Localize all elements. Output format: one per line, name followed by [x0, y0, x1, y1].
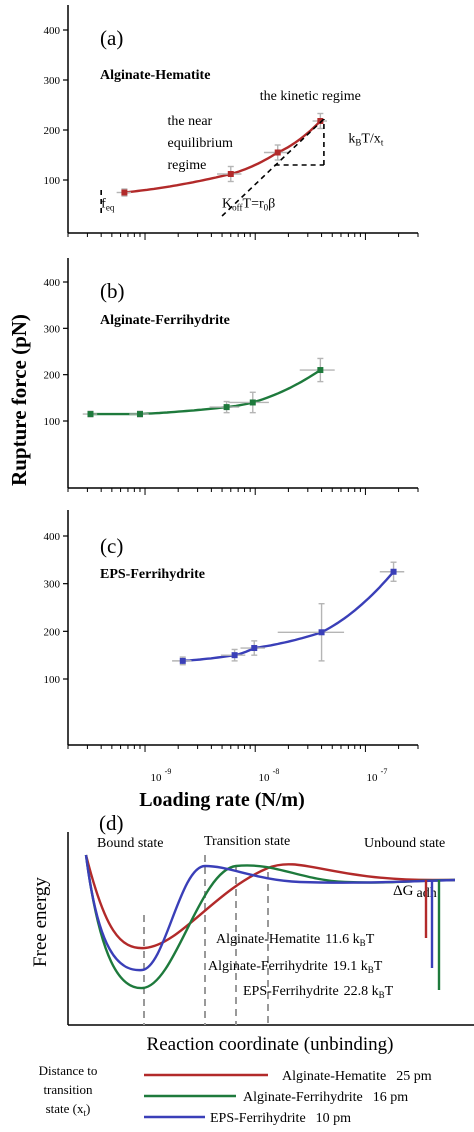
fit-curve	[90, 369, 322, 416]
panel-c-marks: 100 200 300 400	[44, 510, 419, 752]
distance-label-line2: transition	[43, 1082, 93, 1097]
data-point	[390, 568, 397, 575]
y-axis-label: Rupture force (pN)	[7, 314, 31, 486]
data-point	[317, 367, 324, 374]
panel-a-annotations: the near equilibrium regime the kinetic reg…	[100, 89, 384, 217]
y-tick-label: 200	[44, 626, 61, 638]
x-tick-exponent: -8	[273, 767, 280, 776]
panel-a-title: Alginate-Hematite	[100, 68, 210, 83]
fit-curve	[182, 570, 395, 663]
data-point	[317, 118, 324, 124]
panel-c: (c) EPS-Ferrihydrite 100 200 300 400	[44, 510, 419, 752]
delta-g-label: ΔGadh	[393, 883, 437, 901]
y-tick-label: 300	[44, 579, 61, 591]
data-point	[274, 149, 281, 156]
panel-b-title: Alginate-Ferrihydrite	[100, 313, 230, 328]
panel-d-label: (d)	[99, 811, 124, 835]
energy-label-hematite: Alginate-Hematite 11.6 kBT	[216, 932, 375, 948]
data-point	[223, 404, 230, 411]
panel-b-label: (b)	[100, 279, 125, 303]
state-label-bound: Bound state	[97, 836, 164, 851]
annotation: equilibrium	[168, 136, 233, 151]
y-tick-label: 300	[44, 75, 61, 87]
state-label-unbound: Unbound state	[364, 836, 445, 851]
energy-curve-eps	[84, 854, 456, 972]
y-tick-label: 100	[44, 416, 61, 428]
x-tick-label: 10	[151, 772, 163, 784]
data-point	[251, 645, 258, 652]
panel-a: (a) Alginate-Hematite 100 200 300 400 the n…	[44, 5, 419, 240]
distance-label-ferrihydrite: Alginate-Ferrihydrite 16 pm	[243, 1090, 408, 1105]
y-tick-label: 400	[44, 25, 61, 37]
annotation: the near	[168, 114, 213, 129]
distance-label-hematite: Alginate-Hematite 25 pm	[282, 1069, 432, 1084]
data-point	[227, 171, 234, 177]
panel-d-y-label: Free energy	[30, 877, 51, 967]
x-tick-label: 10	[367, 772, 379, 784]
x-axis-label: Loading rate (N/m)	[139, 789, 305, 811]
panel-a-label: (a)	[100, 26, 123, 50]
data-point	[121, 189, 128, 196]
panel-d-x-label: Reaction coordinate (unbinding)	[147, 1034, 394, 1055]
fit-curve	[124, 120, 322, 194]
distance-label-line1: Distance to	[39, 1063, 98, 1078]
panel-b-marks: 100 200 300 400	[44, 258, 419, 495]
panel-c-label: (c)	[100, 534, 123, 558]
panel-a-marks: 100 200 300 400	[44, 5, 419, 240]
data-point	[249, 399, 256, 406]
panel-b: (b) Alginate-Ferrihydrite 100 200 300 400	[44, 258, 419, 495]
y-tick-label: 400	[44, 531, 61, 543]
x-tick-exponent: -7	[381, 767, 388, 776]
annotation: the kinetic regime	[260, 89, 361, 104]
data-point	[136, 411, 143, 418]
energy-curve-hematite	[84, 854, 455, 950]
annotation: kBT/xt	[348, 132, 383, 148]
annotation: KoffT=r0β	[222, 197, 275, 213]
state-label-transition: Transition state	[204, 834, 290, 849]
energy-label-eps: EPS-Ferrihydrite 22.8 kBT	[243, 984, 394, 1000]
distance-label-eps: EPS-Ferrihydrite 10 pm	[210, 1111, 351, 1126]
x-tick-labels: 10 -9 10 -8 10 -7	[151, 767, 388, 784]
data-point	[231, 652, 238, 659]
y-tick-label: 400	[44, 277, 61, 289]
x-tick-label: 10	[259, 772, 271, 784]
energy-label-ferrihydrite: Alginate-Ferrihydrite 19.1 kBT	[208, 959, 383, 975]
koff-guide	[221, 118, 325, 217]
distance-label-line3: state (xt)	[46, 1101, 91, 1118]
panel-d: (d) Free energy Reaction coordinate (unb…	[30, 811, 474, 1126]
y-tick-label: 200	[44, 370, 61, 382]
data-point	[87, 411, 94, 418]
x-tick-exponent: -9	[165, 767, 172, 776]
y-tick-label: 100	[44, 175, 61, 187]
panel-c-title: EPS-Ferrihydrite	[100, 567, 205, 582]
y-tick-label: 200	[44, 125, 61, 137]
annotation: feq	[101, 197, 115, 213]
data-point	[179, 657, 186, 664]
y-tick-label: 100	[44, 674, 61, 686]
annotation: regime	[168, 158, 207, 173]
data-point	[318, 629, 325, 636]
y-tick-label: 300	[44, 323, 61, 335]
